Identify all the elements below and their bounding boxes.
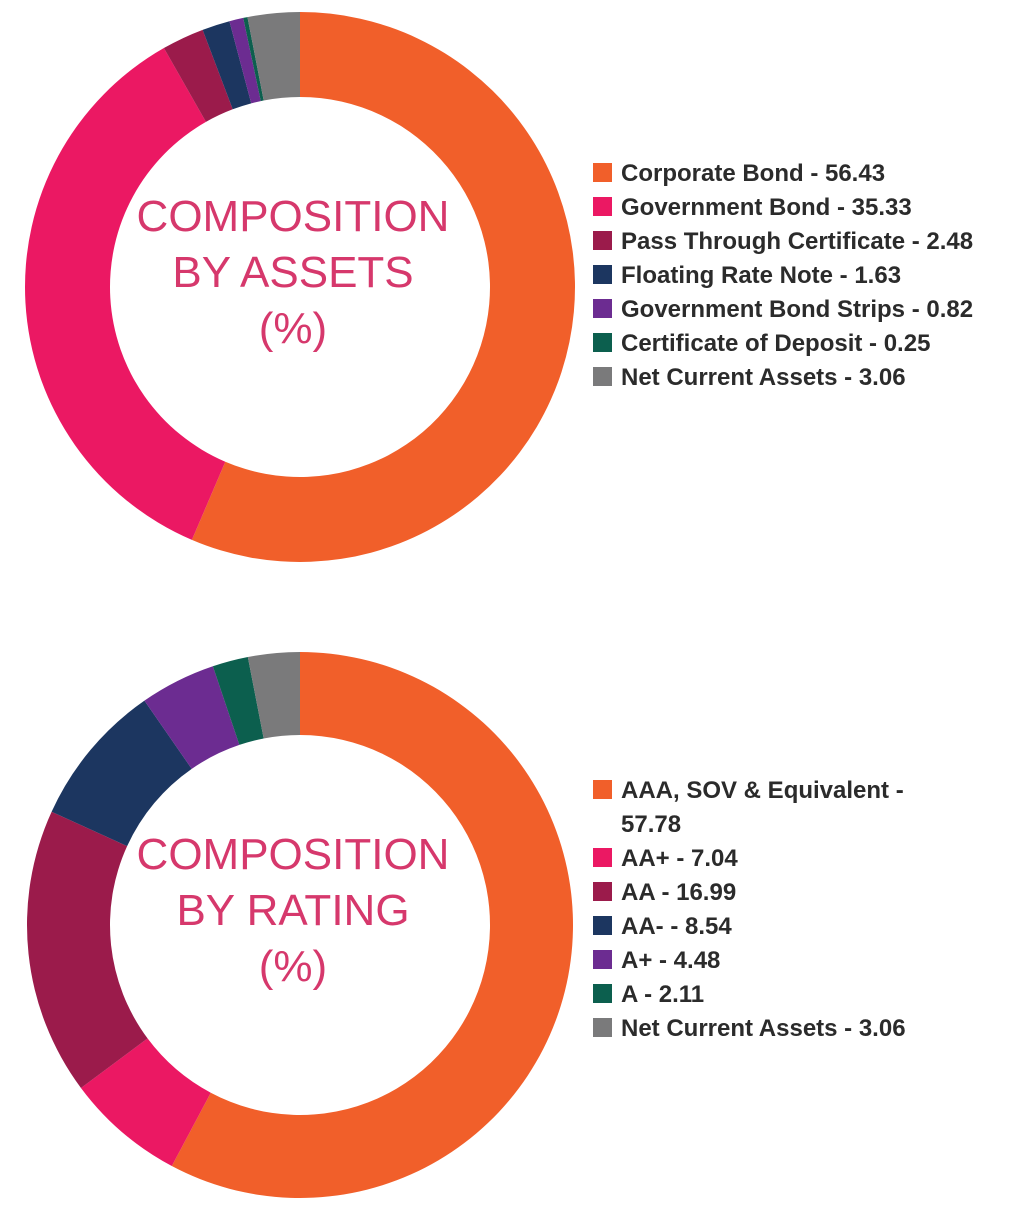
rating-legend-label-2: AA+ - 7.04 <box>621 845 738 872</box>
assets-legend-label-2: Government Bond - 35.33 <box>621 194 912 221</box>
rating-legend-swatch-4 <box>593 916 612 935</box>
assets-slice-5 <box>229 17 261 104</box>
rating-legend-item-3: AA - 16.99 <box>593 876 951 910</box>
composition-by-rating-chart: COMPOSITION BY RATING (%) AAA, SOV & Equiv… <box>0 630 1028 1227</box>
rating-legend-item-7: Net Current Assets - 3.06 <box>593 1012 951 1046</box>
assets-legend-item-2: Government Bond - 35.33 <box>593 191 973 225</box>
assets-legend-label-1: Corporate Bond - 56.43 <box>621 160 886 187</box>
rating-legend-label-7: Net Current Assets - 3.06 <box>621 1015 906 1042</box>
rating-legend-swatch-7 <box>593 1018 612 1037</box>
assets-legend-item-1: Corporate Bond - 56.43 <box>593 157 973 191</box>
assets-legend-swatch-2 <box>593 197 612 216</box>
rating-legend-label-4: AA- - 8.54 <box>621 913 732 940</box>
assets-legend-swatch-4 <box>593 265 612 284</box>
assets-legend-item-3: Pass Through Certificate - 2.48 <box>593 225 973 259</box>
rating-legend-item-1: AAA, SOV & Equivalent - 57.78 <box>593 774 951 842</box>
rating-legend-label-3: AA - 16.99 <box>621 879 737 906</box>
assets-legend-label-4: Floating Rate Note - 1.63 <box>621 262 902 289</box>
rating-legend-swatch-2 <box>593 848 612 867</box>
assets-legend-label-7: Net Current Assets - 3.06 <box>621 364 906 391</box>
assets-legend-swatch-5 <box>593 299 612 318</box>
assets-center-title-line-2: BY ASSETS <box>172 248 413 297</box>
assets-donut: COMPOSITION BY ASSETS (%) <box>25 12 576 562</box>
rating-center-title-line-3: (%) <box>259 942 327 991</box>
rating-slice-3 <box>26 811 148 1088</box>
assets-legend-label-5: Government Bond Strips - 0.82 <box>621 296 974 323</box>
rating-center-title-line-1: COMPOSITION <box>137 830 450 879</box>
assets-legend-swatch-1 <box>593 163 612 182</box>
rating-slice-1 <box>171 652 574 1198</box>
assets-slice-4 <box>202 21 252 110</box>
rating-legend-item-6: A - 2.11 <box>593 978 951 1012</box>
rating-legend-item-4: AA- - 8.54 <box>593 910 951 944</box>
rating-slice-7 <box>247 652 300 739</box>
assets-legend-item-5: Government Bond Strips - 0.82 <box>593 293 973 327</box>
rating-legend-swatch-5 <box>593 950 612 969</box>
assets-legend-swatch-3 <box>593 231 612 250</box>
rating-legend-label-6: A - 2.11 <box>621 981 705 1008</box>
assets-legend-label-3: Pass Through Certificate - 2.48 <box>621 228 974 255</box>
assets-legend-item-4: Floating Rate Note - 1.63 <box>593 259 973 293</box>
rating-slice-4 <box>51 700 192 847</box>
rating-legend-label-1: AAA, SOV & Equivalent - 57.78 <box>621 777 904 838</box>
assets-slice-7 <box>247 12 300 101</box>
assets-legend-item-6: Certificate of Deposit - 0.25 <box>593 327 973 361</box>
assets-center-title-line-1: COMPOSITION <box>137 192 450 241</box>
rating-legend-swatch-3 <box>593 882 612 901</box>
rating-donut: COMPOSITION BY RATING (%) <box>26 652 574 1198</box>
assets-center-title-line-3: (%) <box>259 304 327 353</box>
assets-slice-2 <box>25 48 226 540</box>
rating-legend-label-5: A+ - 4.48 <box>621 947 721 974</box>
rating-legend-item-2: AA+ - 7.04 <box>593 842 951 876</box>
assets-legend-label-6: Certificate of Deposit - 0.25 <box>621 330 931 357</box>
rating-legend-swatch-1 <box>593 780 612 799</box>
assets-legend-item-7: Net Current Assets - 3.06 <box>593 361 973 395</box>
assets-legend-swatch-7 <box>593 367 612 386</box>
composition-by-assets-chart: COMPOSITION BY ASSETS (%) Corporate Bond -… <box>0 0 1028 600</box>
rating-center-title-line-2: BY RATING <box>176 886 409 935</box>
assets-legend-swatch-6 <box>593 333 612 352</box>
rating-legend-item-5: A+ - 4.48 <box>593 944 951 978</box>
rating-slice-5 <box>144 666 240 769</box>
rating-legend-swatch-6 <box>593 984 612 1003</box>
rating-slice-2 <box>80 1038 211 1167</box>
assets-slice-3 <box>163 29 233 122</box>
rating-legend: AAA, SOV & Equivalent - 57.78 AA+ - 7.04 A… <box>593 774 951 1046</box>
assets-legend: Corporate Bond - 56.43 Government Bond - … <box>593 157 973 395</box>
rating-slice-6 <box>212 657 264 745</box>
assets-slice-1 <box>191 12 576 562</box>
assets-slice-6 <box>243 17 264 102</box>
